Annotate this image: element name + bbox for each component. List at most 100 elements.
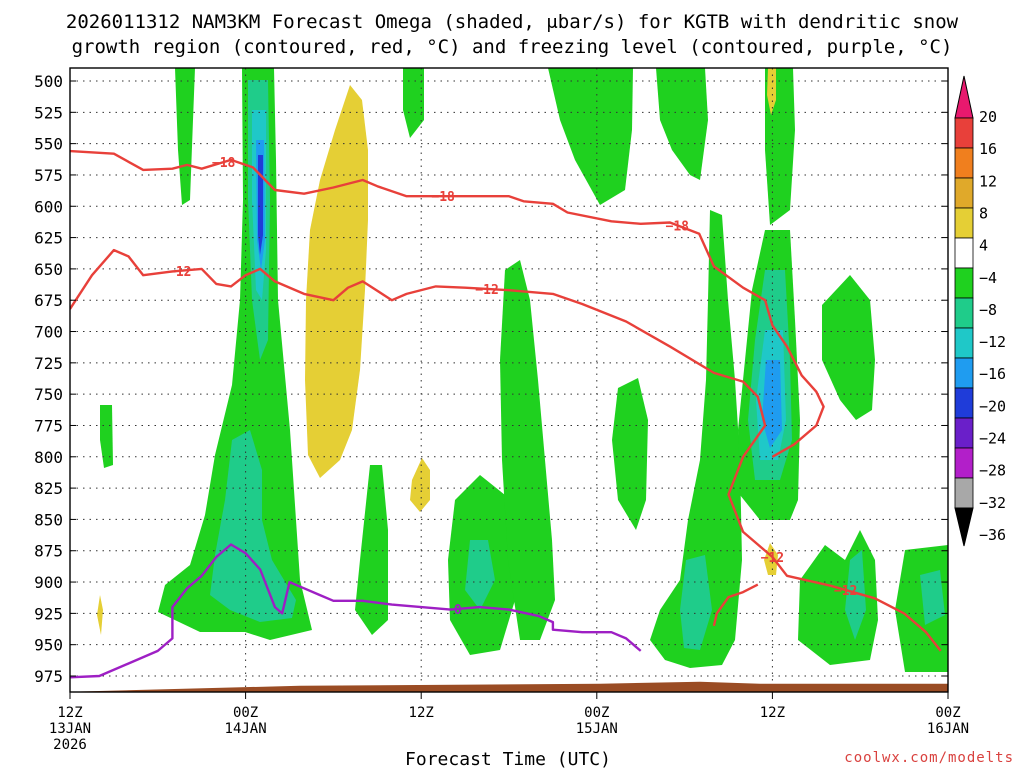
- colorbar-segment: [954, 237, 974, 269]
- dgz-contour-label: −12: [475, 283, 498, 298]
- dgz-contour-label: −12: [761, 551, 784, 566]
- x-axis-label: Forecast Time (UTC): [405, 749, 611, 768]
- y-tick-label: 925: [34, 604, 63, 623]
- y-tick-label: 825: [34, 479, 63, 498]
- colorbar-segment: [954, 447, 974, 479]
- y-tick-label: 525: [34, 103, 63, 122]
- omega-descent-region: [97, 595, 103, 635]
- terrain-fill: [70, 681, 948, 692]
- colorbar-tick-label: −8: [979, 301, 997, 319]
- y-tick-label: 550: [34, 135, 63, 154]
- dgz-contour-line: [70, 149, 825, 458]
- colorbar-segment: [954, 477, 974, 509]
- colorbar-tick-label: 12: [979, 172, 997, 190]
- x-tick-label: 12Z: [760, 705, 785, 721]
- y-tick-label: 900: [34, 573, 63, 592]
- omega-ascent-region: [355, 465, 388, 635]
- omega-ascent-region: [210, 430, 296, 622]
- x-tick-label: 00Z: [233, 705, 258, 721]
- colorbar-arrow-top: [954, 75, 974, 119]
- omega-ascent-region: [650, 210, 742, 668]
- x-tick-label: 14JAN: [225, 721, 267, 737]
- y-tick-label: 600: [34, 197, 63, 216]
- omega-ascent-region: [845, 550, 866, 640]
- dgz-contour-label: −12: [168, 265, 191, 280]
- colorbar-tick-label: −32: [979, 494, 1006, 512]
- y-tick-label: 750: [34, 385, 63, 404]
- omega-ascent-region: [680, 555, 712, 650]
- y-tick-label: 675: [34, 291, 63, 310]
- omega-descent-region: [767, 68, 776, 115]
- colorbar-tick-label: −24: [979, 430, 1006, 448]
- y-tick-label: 800: [34, 448, 63, 467]
- x-tick-label: 13JAN: [49, 721, 91, 737]
- colorbar-tick-label: −28: [979, 462, 1006, 480]
- colorbar-segment: [954, 327, 974, 359]
- colorbar-segment: [954, 177, 974, 209]
- colorbar-segment: [954, 387, 974, 419]
- dgz-contour-line: [70, 248, 942, 652]
- y-tick-label: 950: [34, 636, 63, 655]
- x-tick-label: 12Z: [57, 705, 82, 721]
- dgz-contour-label: −18: [212, 156, 236, 171]
- chart-title-line-1: 2026011312 NAM3KM Forecast Omega (shaded…: [66, 11, 959, 33]
- colorbar-tick-label: −16: [979, 365, 1006, 383]
- plot-frame: [69, 67, 949, 693]
- y-tick-label: 500: [34, 72, 63, 91]
- omega-descent-region: [410, 458, 430, 512]
- omega-ascent-region: [920, 570, 945, 625]
- colorbar: 20 16 12 8 4 −4 −8 −12 −16 −20 −24 −28 −32 −36: [954, 75, 1006, 547]
- x-tick-label: 12Z: [409, 705, 434, 721]
- dgz-contour-label: −18: [431, 190, 455, 205]
- x-tick-label: 16JAN: [927, 721, 969, 737]
- omega-ascent-region: [822, 275, 875, 420]
- colorbar-segment: [954, 207, 974, 239]
- freezing-level-contour-line: [70, 543, 642, 679]
- colorbar-segment: [954, 357, 974, 389]
- omega-ascent-region: [258, 155, 263, 255]
- omega-ascent-region: [762, 360, 782, 448]
- omega-ascent-region: [403, 68, 424, 138]
- colorbar-segment: [954, 267, 974, 299]
- dgz-contour-label: −12: [834, 584, 857, 599]
- colorbar-arrow-bottom: [954, 507, 974, 547]
- colorbar-tick-label: 8: [979, 205, 988, 223]
- colorbar-tick-label: 4: [979, 237, 988, 255]
- colorbar-segment: [954, 147, 974, 179]
- colorbar-tick-label: −4: [979, 269, 997, 287]
- dgz-contour-label: −18: [666, 219, 690, 234]
- y-tick-label: 875: [34, 542, 63, 561]
- omega-ascent-region: [175, 68, 195, 205]
- omega-ascent-region: [656, 68, 708, 180]
- y-tick-label: 725: [34, 354, 63, 373]
- omega-ascent-region: [465, 540, 495, 610]
- contour-layer: −18 −18 −18 −12 −12 −12 −12 0: [70, 149, 942, 679]
- chart-title-line-2: growth region (contoured, red, °C) and f…: [72, 36, 953, 58]
- x-tick-label: 15JAN: [576, 721, 618, 737]
- omega-shading: [97, 68, 948, 672]
- colorbar-tick-label: −36: [979, 526, 1006, 544]
- dgz-contour-line: [712, 583, 759, 627]
- colorbar-tick-label: 20: [979, 108, 997, 126]
- colorbar-tick-label: −12: [979, 333, 1006, 351]
- colorbar-segment: [954, 297, 974, 329]
- y-tick-label: 975: [34, 667, 63, 686]
- colorbar-segment: [954, 417, 974, 449]
- omega-ascent-region: [548, 68, 633, 205]
- x-tick-label: 00Z: [935, 705, 960, 721]
- x-tick-label: 00Z: [584, 705, 609, 721]
- y-axis: 500 525 550 575 600 625 650 675 700 725 750 775 800 8…: [34, 72, 948, 686]
- colorbar-tick-label: −20: [979, 397, 1006, 415]
- colorbar-segment: [954, 117, 974, 149]
- y-tick-label: 850: [34, 510, 63, 529]
- omega-ascent-region: [612, 378, 648, 530]
- x-tick-label: 2026: [53, 737, 87, 753]
- omega-ascent-region: [158, 68, 312, 640]
- omega-ascent-region: [500, 260, 555, 640]
- y-tick-label: 575: [34, 166, 63, 185]
- y-tick-label: 700: [34, 323, 63, 342]
- colorbar-tick-label: 16: [979, 140, 997, 158]
- y-tick-label: 625: [34, 229, 63, 248]
